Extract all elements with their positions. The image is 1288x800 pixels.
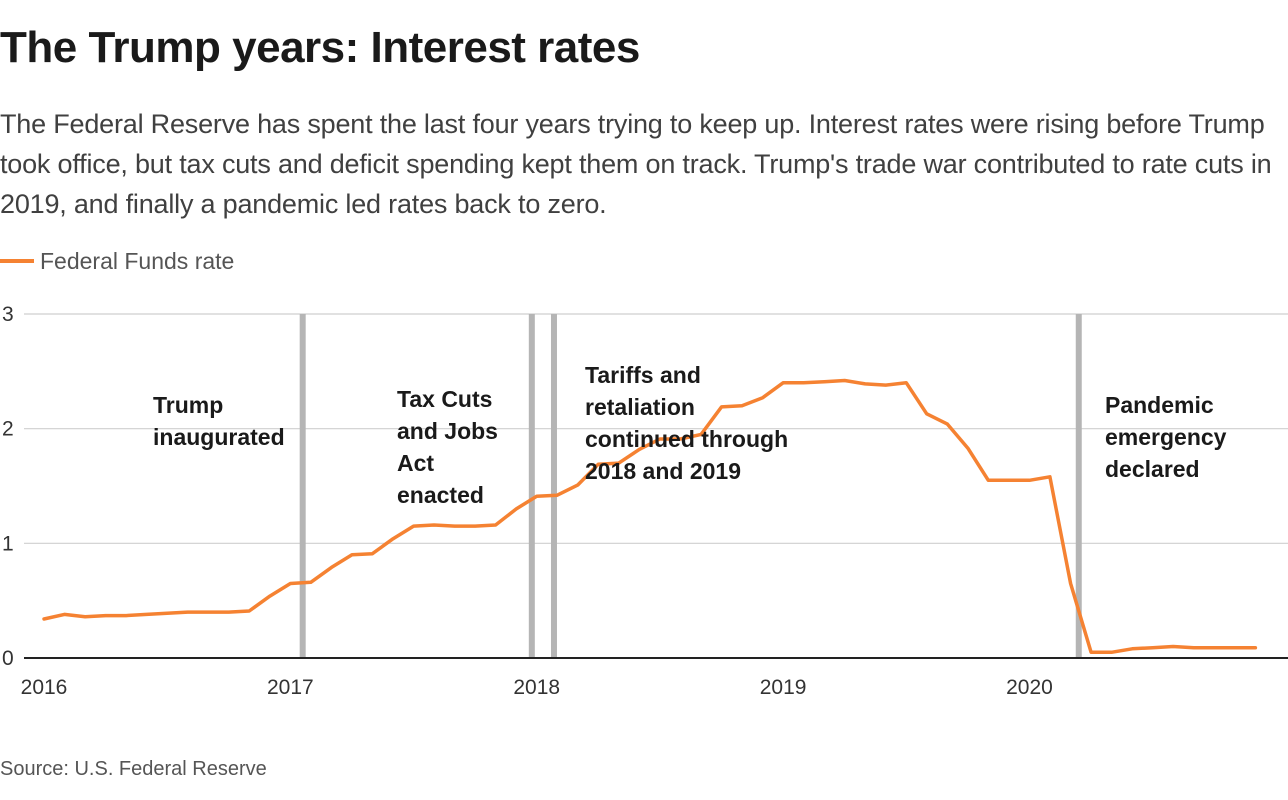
series-layer: [42, 378, 1258, 655]
annotation-label: Pandemic emergency declared: [1105, 392, 1227, 482]
y-tick-label: 0: [2, 647, 14, 670]
annotation-line: Trump: [153, 392, 223, 418]
y-tick-label: 2: [2, 418, 14, 441]
chart-subtitle: The Federal Reserve has spent the last f…: [0, 109, 1272, 219]
source-note: Source: U.S. Federal Reserve: [0, 758, 267, 780]
annotation-line: inaugurated: [153, 424, 285, 450]
line-chart: 0 1 2 3 2016 2017 2018 2019 2020 Trump inaugurate…: [2, 303, 1288, 699]
legend-label: Federal Funds rate: [40, 247, 235, 274]
x-tick-label: 2020: [1006, 676, 1053, 699]
annotation-line: and Jobs: [397, 418, 498, 444]
y-tick-label: 3: [2, 303, 14, 326]
legend: Federal Funds rate: [0, 246, 234, 276]
annotation-line: Act: [397, 450, 434, 476]
x-tick-label: 2016: [21, 676, 68, 699]
annotation-line: retaliation: [585, 394, 695, 420]
annotation-line: declared: [1105, 456, 1200, 482]
event-markers: [299, 314, 1082, 658]
annotation-line: Tariffs and: [585, 362, 701, 388]
annotation-layer: Trump inaugurated Tax Cuts and Jobs Act enact…: [153, 362, 1227, 508]
chart-title: The Trump years: Interest rates: [0, 23, 640, 72]
x-tick-label: 2018: [513, 676, 560, 699]
axis-layer: 0 1 2 3 2016 2017 2018 2019 2020: [2, 303, 1288, 699]
legend-swatch: [0, 259, 34, 263]
y-tick-label: 1: [2, 532, 14, 555]
annotation-line: emergency: [1105, 424, 1227, 450]
annotation-label: Tax Cuts and Jobs Act enacted: [397, 386, 498, 508]
x-tick-label: 2019: [760, 676, 807, 699]
annotation-line: continued through: [585, 426, 788, 452]
x-tick-label: 2017: [267, 676, 314, 699]
annotation-line: 2018 and 2019: [585, 458, 741, 484]
annotation-label: Trump inaugurated: [153, 392, 285, 450]
series-line: [42, 378, 1258, 655]
annotation-line: Pandemic: [1105, 392, 1214, 418]
annotation-line: enacted: [397, 482, 484, 508]
annotation-line: Tax Cuts: [397, 386, 492, 412]
annotation-label: Tariffs and retaliation continued through 2…: [585, 362, 788, 484]
